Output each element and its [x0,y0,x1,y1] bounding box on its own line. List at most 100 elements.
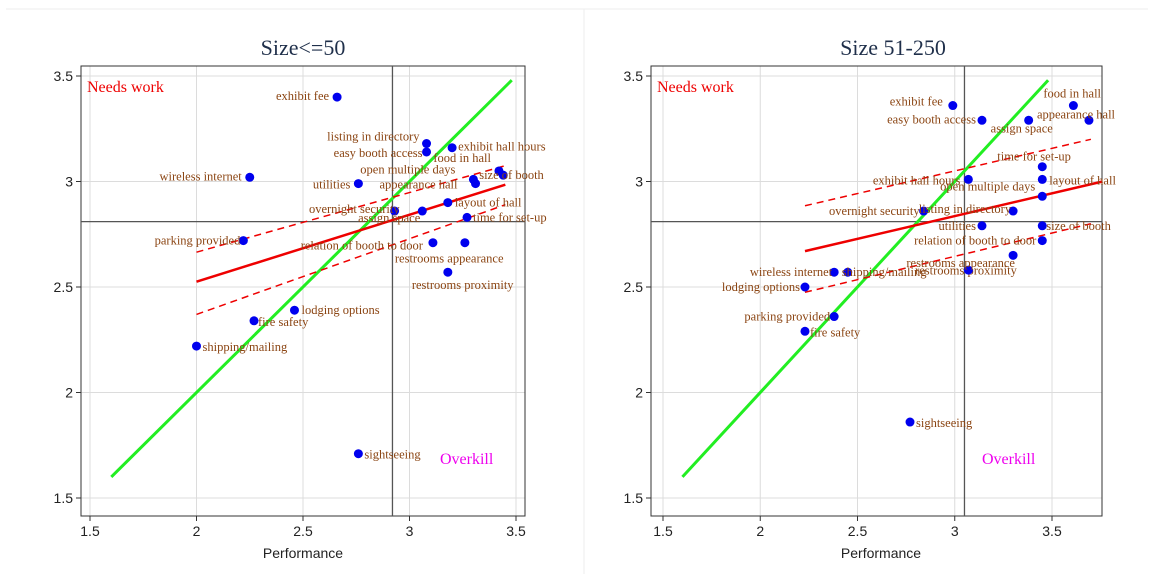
data-point-appearance-hall [471,179,481,189]
point-label-time-for-set-up: time for set-up [473,210,547,224]
plot-frame [650,65,1103,517]
y-tick-label: 2 [65,385,73,401]
data-point-listing-in-directory [1008,206,1018,216]
point-label-overnight-security: overnight security [309,202,400,216]
data-point-sightseeing [353,449,363,459]
diagonal-line [110,79,513,478]
point-label-open-multiple-days: open multiple days [940,179,1035,193]
data-point-exhibit-hall-hours [447,143,457,153]
data-point-time-for-set-up [1037,162,1047,172]
point-label-open-multiple-days: open multiple days [360,162,455,176]
data-point-wireless-internet [245,172,255,182]
y-tick-label: 3 [65,174,73,190]
fit-line [196,183,506,283]
point-label-exhibit-hall-hours: exhibit hall hours [873,173,961,187]
quadrant-label-overkill: Overkill [982,451,1036,468]
point-label-overnight-security: overnight security [829,204,920,218]
point-label-relation-of-booth-to-door: relation of booth to door [914,234,1037,248]
data-point-layout-of-hall [1037,174,1047,184]
data-point-relation-of-booth-to-door [1037,236,1047,246]
y-tick-label: 2.5 [624,279,644,295]
data-point-parking-provided [238,236,248,246]
point-label-appearance-hall: appearance hall [1037,107,1116,121]
point-label-restrooms-proximity: restrooms proximity [412,278,514,292]
point-label-lodging-options: lodging options [301,303,379,317]
fit-line [804,180,1103,253]
point-label-easy-booth-access: easy booth access [887,112,976,126]
data-point-wireless-internet [829,267,839,277]
x-tick-label: 2.5 [848,523,868,539]
x-tick-label: 1.5 [80,523,100,539]
point-label-assign-space: assign space [358,211,421,225]
y-tick-label: 2.5 [54,279,74,295]
data-point-restrooms-proximity [1008,250,1018,260]
y-tick-label: 1.5 [54,490,74,506]
point-label-food-in-hall: food in hall [1043,87,1101,101]
chart-panel-size-51-250: 1.5 2 2.5 3 3.5 1.5 2 2.5 3 3.5 Size 51-250 Perfo… [624,35,1117,561]
point-label-size-of-booth: size of booth [479,168,544,182]
point-label-sightseeing: sightseeing [364,448,421,462]
point-label-assign-space: assign space [991,121,1054,135]
data-point-lodging-options [289,305,299,315]
chart-title: Size<=50 [261,35,346,60]
point-label-size-of-booth: size of booth [1046,219,1111,233]
data-point-appearance-hall [1084,115,1094,125]
point-label-listing-in-directory: listing in directory [327,130,420,144]
point-label-relation-of-booth-to-door: relation of booth to door [301,239,424,253]
point-label-exhibit-fee: exhibit fee [276,89,330,103]
data-point-exhibit-hall-hours [963,174,973,184]
y-tick-label: 3 [635,174,643,190]
point-label-exhibit-hall-hours: exhibit hall hours [458,140,546,154]
data-point-utilities [977,221,987,231]
data-point-exhibit-fee [332,92,342,102]
point-label-listing-in-directory: listing in directory [919,202,1012,216]
point-label-restrooms-appearance: restrooms appearance [906,256,1015,270]
point-label-layout-of-hall: layout of hall [455,196,522,210]
data-point-relation-of-booth-to-door [428,238,438,248]
data-point-utilities [353,179,363,189]
chart-panel-size-le-50: 1.5 2 2.5 3 3.5 1.5 2 2.5 3 3.5 Size<=50 Performa… [54,35,547,561]
point-label-parking-provided: parking provided [744,310,830,324]
data-point-overnight-security [919,206,929,216]
confidence-band-lower [196,204,506,316]
point-label-fire-safety: fire safety [810,325,861,339]
point-label-food-in-hall: food in hall [433,151,491,165]
data-point-fire-safety [800,326,810,336]
data-point-food-in-hall [1068,101,1078,111]
x-tick-label: 3 [951,523,959,539]
data-point-lodging-options [800,282,810,292]
data-point-overnight-security [390,206,400,216]
data-point-assign-space [417,206,427,216]
point-label-wireless-internet: wireless internet [159,169,242,183]
point-label-utilities: utilities [313,178,351,192]
x-tick-label: 3.5 [506,523,526,539]
data-point-restrooms-proximity [443,267,453,277]
y-tick-label: 1.5 [624,490,644,506]
data-point-restrooms-appearance [963,265,973,275]
point-label-layout-of-hall: layout of hall [1049,173,1116,187]
point-label-easy-booth-access: easy booth access [334,146,423,160]
plot-area: 1.5 2 2.5 3 3.5 1.5 2 2.5 3 3.5 [624,65,1103,539]
point-label-appearance-hall: appearance hall [379,178,458,192]
data-point-time-for-set-up [462,212,472,222]
point-label-restrooms-appearance: restrooms appearance [395,252,504,266]
data-point-layout-of-hall [443,198,453,208]
data-point-listing-in-directory [422,139,432,149]
quadrant-label-needs-work: Needs work [657,79,734,96]
quadrant-label-overkill: Overkill [440,451,494,468]
quadrant-label-needs-work: Needs work [87,79,164,96]
point-label-shipping-mailing: shipping/mailing [203,340,288,354]
x-axis-label: Performance [263,545,343,561]
point-label-wireless-internet: wireless internet [750,265,833,279]
x-tick-label: 2 [756,523,764,539]
data-point-easy-booth-access [977,115,987,125]
point-label-sightseeing: sightseeing [916,416,973,430]
point-label-lodging-options: lodging options [722,280,800,294]
confidence-band-lower [804,222,1092,294]
y-tick-label: 3.5 [54,68,74,84]
data-point-restrooms-appearance [460,238,470,248]
x-tick-label: 2 [193,523,201,539]
point-label-fire-safety: fire safety [258,315,309,329]
data-point-fire-safety [249,316,259,326]
